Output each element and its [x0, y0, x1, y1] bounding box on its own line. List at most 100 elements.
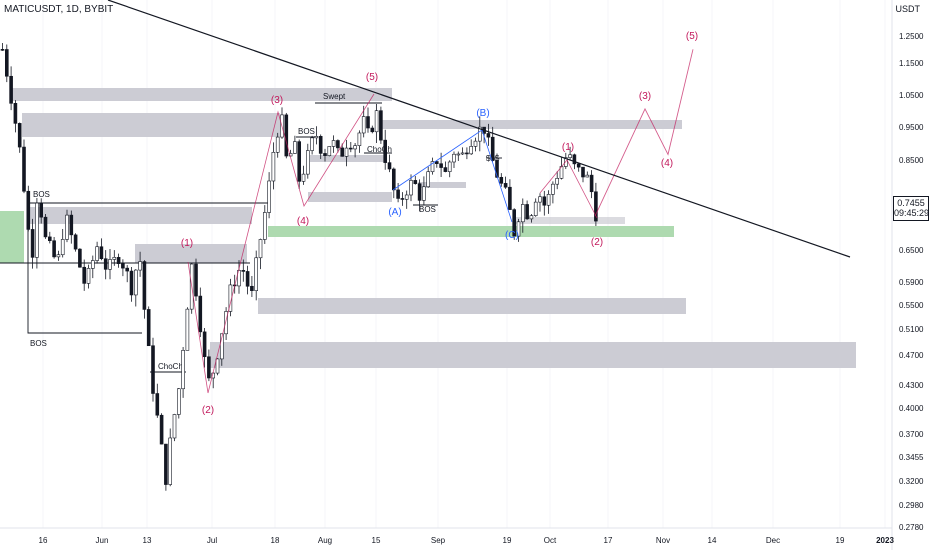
level-label: Swept — [323, 92, 346, 101]
candle-body — [551, 183, 555, 195]
candle-body — [108, 259, 112, 270]
x-tick-label: Dec — [766, 536, 780, 545]
candle-body — [594, 191, 598, 222]
x-tick-label: Jul — [207, 536, 217, 545]
candle-body — [576, 163, 581, 168]
candle-body — [473, 140, 478, 147]
y-axis: 1.2500 1.1500 1.0500 0.9500 0.8500 0.6500 0.59… — [891, 0, 924, 550]
candles — [0, 42, 598, 491]
zone-gray — [30, 207, 252, 224]
y-tick-label: 0.9500 — [899, 123, 924, 132]
candle-body — [271, 151, 276, 182]
zone-gray — [418, 182, 466, 188]
candle-body — [5, 49, 9, 77]
candle-body — [121, 263, 125, 269]
candle-body — [69, 214, 74, 236]
wave-label: (5) — [366, 72, 378, 83]
y-tick-label: 1.0500 — [899, 91, 924, 100]
candle-body — [318, 136, 323, 154]
wave-label: (C) — [505, 230, 519, 241]
y-tick-label: 0.2780 — [899, 523, 924, 532]
candle-body — [297, 141, 302, 182]
y-tick-label: 1.2500 — [899, 32, 924, 41]
wave-line-impulse — [187, 93, 375, 394]
candle-body — [387, 162, 392, 170]
zone-gray — [513, 217, 625, 224]
candle-body — [22, 146, 26, 192]
candle-body — [198, 295, 203, 333]
wave-line-new — [539, 159, 598, 219]
candle-body — [503, 183, 508, 188]
x-tick-label: 14 — [708, 536, 717, 545]
candle-body — [39, 202, 44, 218]
candle-body — [164, 443, 168, 485]
unit-label: USDT — [895, 4, 921, 14]
candle-body — [168, 437, 172, 485]
y-tick-label: 0.3700 — [899, 430, 924, 439]
y-tick-label: 0.5500 — [899, 301, 924, 310]
candle-body — [568, 154, 572, 158]
candle-body — [370, 127, 375, 133]
candle-body — [35, 202, 39, 258]
chart-background — [0, 0, 892, 550]
zone-gray — [380, 120, 682, 129]
x-tick-label: Aug — [318, 536, 332, 545]
x-tick-label: 17 — [604, 536, 613, 545]
zone-gray — [135, 244, 247, 263]
zone-gray — [308, 192, 392, 202]
candle-body — [215, 358, 220, 374]
wave-label: (2) — [591, 237, 603, 248]
candle-body — [340, 147, 345, 157]
candle-body — [585, 174, 590, 178]
candle-body — [207, 356, 211, 379]
candle-body — [181, 350, 185, 390]
x-tick-label: 15 — [372, 536, 381, 545]
y-tick-label: 0.6500 — [899, 246, 924, 255]
candle-body — [520, 204, 525, 223]
x-tick-label: Jun — [96, 536, 109, 545]
candle-body — [452, 153, 456, 163]
x-tick-label: Nov — [656, 536, 670, 545]
candle-body — [138, 261, 142, 271]
x-tick-label: 19 — [503, 536, 512, 545]
y-tick-label: 0.3200 — [899, 477, 924, 486]
candle-body — [413, 180, 418, 184]
candle-body — [465, 152, 469, 155]
candle-body — [529, 215, 534, 220]
x-tick-label: 16 — [39, 536, 48, 545]
candle-body — [443, 167, 448, 172]
candle-body — [13, 103, 18, 124]
candle-body — [125, 267, 129, 272]
candle-body — [288, 153, 293, 157]
candle-body — [357, 132, 362, 146]
candle-body — [379, 110, 383, 141]
candle-body — [391, 168, 396, 191]
candle-body — [73, 234, 78, 250]
candle-body — [56, 254, 61, 258]
zone-gray — [310, 155, 384, 162]
candle-body — [262, 212, 267, 240]
zone-gray — [12, 88, 392, 101]
zones — [0, 88, 856, 368]
candle-body — [155, 393, 160, 416]
level-label: ChoCh — [367, 145, 392, 154]
candle-body — [202, 331, 207, 358]
wave-label: (1) — [562, 142, 574, 153]
candle-body — [538, 196, 542, 203]
candle-body — [430, 161, 435, 173]
candle-body — [142, 261, 147, 310]
candle-body — [331, 140, 336, 147]
candle-body — [47, 236, 52, 242]
zone-green — [0, 211, 24, 263]
candle-body — [43, 216, 48, 238]
candle-body — [555, 178, 560, 185]
candle-body — [284, 114, 289, 157]
candle-body — [426, 171, 431, 188]
x-tick-label: 18 — [271, 536, 280, 545]
candle-body — [581, 166, 585, 178]
candle-body — [177, 388, 181, 415]
candle-body — [327, 146, 332, 156]
candle-body — [589, 174, 594, 193]
candle-body — [456, 153, 461, 156]
